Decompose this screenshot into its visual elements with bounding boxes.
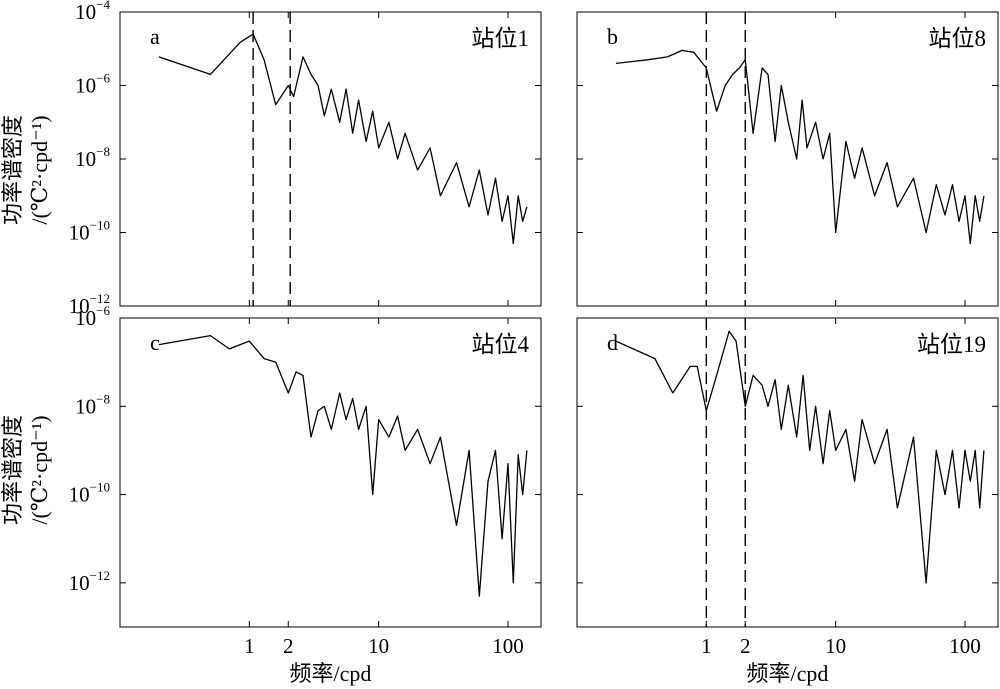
y-tick-label: 10−12: [69, 291, 110, 318]
psd-series-line: [158, 334, 528, 597]
x-tick-label: 1: [701, 634, 712, 658]
y-tick-label: 10−8: [75, 144, 110, 171]
station-title: 站位19: [917, 332, 986, 357]
x-tick-label: 10: [368, 634, 389, 658]
x-tick-label: 2: [740, 634, 751, 658]
y-tick-label: 10−12: [69, 568, 110, 595]
y-tick-label: 10−6: [75, 71, 110, 98]
psd-series-line: [158, 33, 528, 245]
y-tick-label: 10−10: [69, 480, 110, 507]
panel-a: 10−12 10−10 10−8 10−6 10−4 a 站位1: [69, 0, 542, 318]
station-title: 站位4: [472, 332, 530, 357]
x-tick-label: 100: [949, 634, 981, 658]
panel-d: 1 2 10 100 d 站位19 频率/cpd: [576, 317, 999, 686]
station-title: 站位1: [472, 26, 530, 51]
ylabel-bottom-line2: /(℃²·cpd⁻¹): [27, 415, 52, 524]
x-tick-label: 1: [244, 634, 255, 658]
y-tick-label: 10−10: [69, 218, 110, 245]
panel-letter: c: [150, 330, 160, 355]
ylabel-bottom-line1: 功率谱密度: [0, 415, 25, 525]
panel-letter: d: [607, 330, 618, 355]
y-tick-label: 10−4: [75, 0, 110, 24]
plot-frame: [576, 11, 999, 307]
x-axis-label: 频率/cpd: [747, 661, 829, 686]
plot-frame: [119, 11, 542, 307]
panels: 10−12 10−10 10−8 10−6 10−4 a 站位1 b 站位8 1 2 10 100 10−…: [69, 0, 999, 686]
psd-series-line: [615, 49, 985, 245]
x-tick-label: 2: [283, 634, 294, 658]
plot-frame: [119, 317, 542, 628]
x-tick-label: 100: [492, 634, 524, 658]
psd-series-line: [615, 330, 985, 584]
panel-letter: a: [150, 24, 160, 49]
panel-b: b 站位8: [576, 11, 999, 307]
station-title: 站位8: [929, 26, 987, 51]
y-tick-label: 10−6: [75, 303, 110, 330]
ylabel-top-line1: 功率谱密度: [0, 115, 25, 225]
x-axis-label: 频率/cpd: [290, 661, 372, 686]
plot-frame: [576, 317, 999, 628]
y-tick-label: 10−8: [75, 391, 110, 418]
x-tick-label: 10: [825, 634, 846, 658]
panel-letter: b: [607, 24, 618, 49]
ylabel-top-line2: /(℃²·cpd⁻¹): [27, 115, 52, 224]
panel-c: 1 2 10 100 10−12 10−10 10−8 10−6 c 站位4 频率/cpd: [69, 303, 542, 686]
